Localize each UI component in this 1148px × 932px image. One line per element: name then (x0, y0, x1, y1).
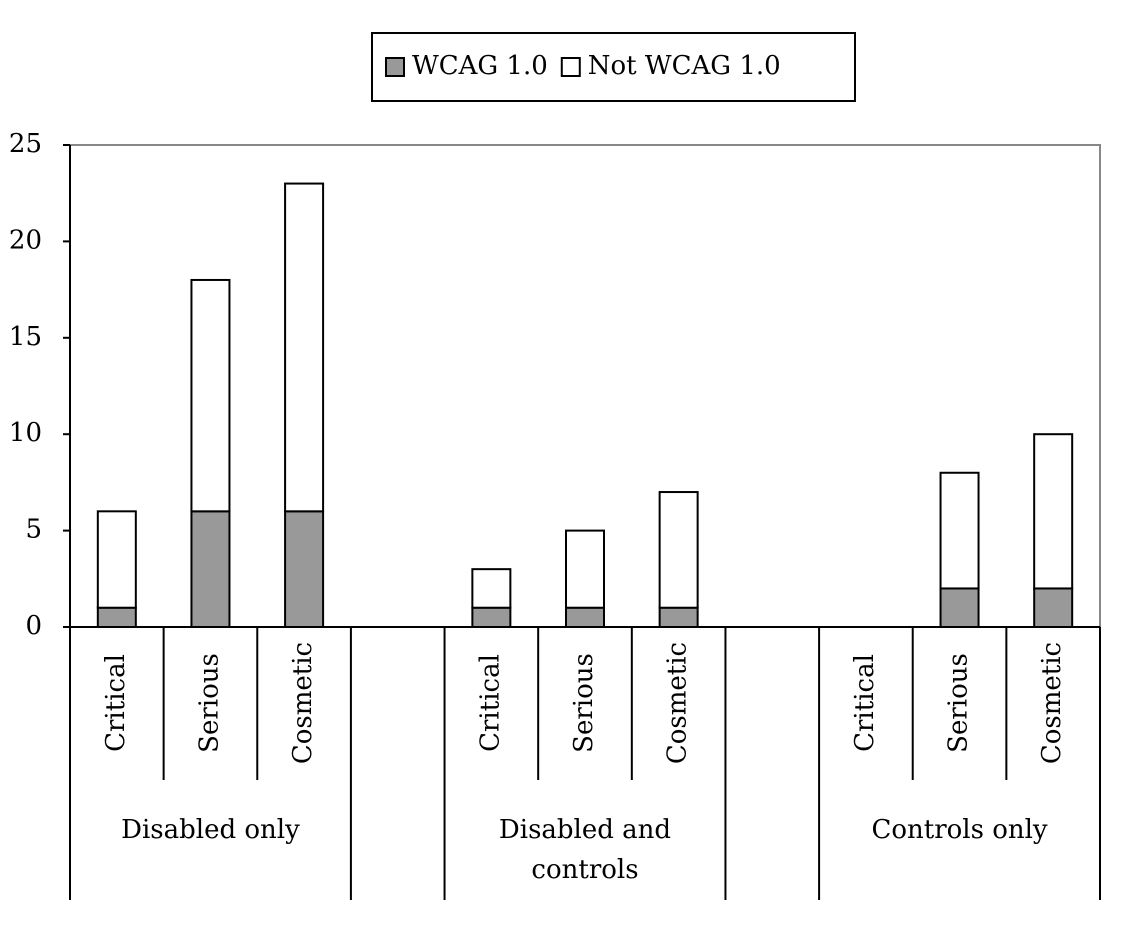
bar-segment (565, 529, 605, 609)
bar-segment (1033, 587, 1074, 629)
bar-segment (190, 510, 231, 629)
x-tick-label: Serious (944, 653, 974, 753)
y-tick-label: 10 (9, 418, 42, 448)
bar-segment (939, 587, 980, 629)
bar-segment (471, 606, 512, 628)
x-tick-label: Critical (101, 654, 131, 752)
bar-segment (190, 278, 231, 513)
bar-segment (939, 471, 980, 590)
x-tick-label: Cosmetic (663, 642, 693, 764)
x-tick-label: Critical (475, 654, 505, 752)
legend-swatch (385, 57, 405, 77)
bar-segment (565, 606, 605, 628)
y-tick-label: 5 (25, 515, 42, 545)
x-tick-label: Serious (569, 653, 599, 753)
y-tick-label: 25 (9, 129, 42, 159)
bar-segment (96, 510, 137, 609)
bar-segment (284, 510, 325, 629)
legend-label: WCAG 1.0 (412, 51, 548, 81)
bar-segment (658, 606, 699, 628)
y-tick-label: 0 (25, 611, 42, 641)
group-label: Controls only (871, 815, 1048, 845)
bar-segment (471, 568, 512, 609)
x-tick-label: Critical (850, 654, 880, 752)
bar-segment (284, 182, 325, 513)
group-label: Disabled and controls (498, 815, 672, 885)
y-tick-label: 15 (9, 322, 42, 352)
bar-segment (96, 606, 137, 628)
bar-segment (658, 491, 699, 609)
x-tick-label: Cosmetic (288, 642, 318, 764)
group-label: Disabled only (121, 815, 300, 845)
legend-box (371, 32, 856, 102)
legend-swatch (560, 57, 581, 77)
x-tick-label: Cosmetic (1037, 642, 1067, 764)
y-tick-label: 20 (9, 225, 42, 255)
x-tick-label: Serious (194, 653, 224, 753)
plot-frame (70, 144, 1101, 627)
legend-label: Not WCAG 1.0 (588, 51, 781, 81)
bar-segment (1033, 433, 1074, 590)
